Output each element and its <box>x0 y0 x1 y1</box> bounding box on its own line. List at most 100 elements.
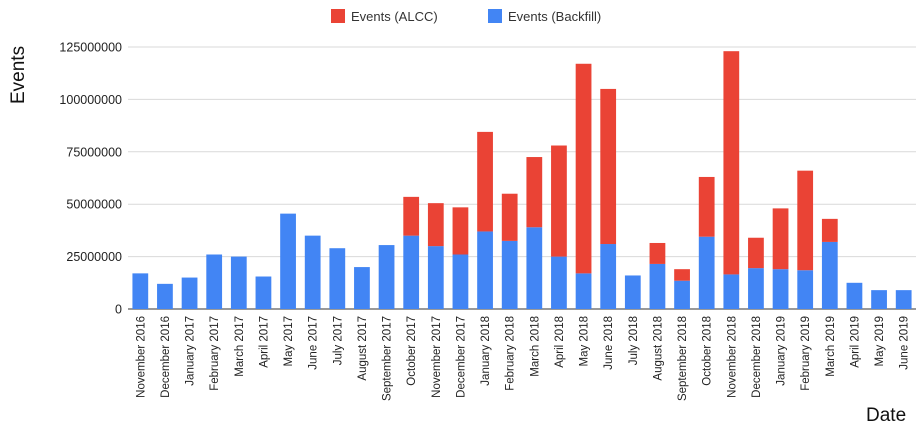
bar-backfill[interactable] <box>649 263 666 309</box>
x-tick-label: June 2018 <box>603 316 615 370</box>
bar-backfill[interactable] <box>378 245 395 309</box>
x-tick-label: June 2017 <box>308 316 320 370</box>
bar-backfill[interactable] <box>452 254 469 309</box>
bar-backfill[interactable] <box>157 283 173 309</box>
bar-alcc[interactable] <box>526 157 543 228</box>
legend-swatch-alcc <box>331 9 345 23</box>
x-tick-label: November 2016 <box>135 316 147 398</box>
x-tick-label: April 2017 <box>258 316 270 368</box>
legend-item-backfill[interactable]: Events (Backfill) <box>488 9 601 24</box>
x-tick-label: April 2019 <box>849 316 861 368</box>
bar-backfill[interactable] <box>280 213 296 309</box>
bar-backfill[interactable] <box>821 241 838 309</box>
bar-alcc[interactable] <box>551 145 567 257</box>
bar-alcc[interactable] <box>698 176 715 237</box>
bar-backfill[interactable] <box>304 235 321 309</box>
bar-alcc[interactable] <box>772 208 789 270</box>
bar-alcc[interactable] <box>600 88 617 245</box>
bar-alcc[interactable] <box>821 218 838 242</box>
y-tick-label: 50000000 <box>66 198 122 212</box>
x-axis-ticks: November 2016 December 2016 January 2017 Fe… <box>135 316 910 401</box>
bar-backfill[interactable] <box>674 280 690 309</box>
bar-backfill[interactable] <box>206 254 223 309</box>
x-tick-label: May 2019 <box>874 316 886 367</box>
x-tick-label: October 2017 <box>406 316 418 386</box>
x-tick-label: May 2018 <box>579 316 591 367</box>
legend: Events (ALCC) Events (Backfill) <box>331 9 601 24</box>
legend-item-alcc[interactable]: Events (ALCC) <box>331 9 438 24</box>
bar-backfill[interactable] <box>748 268 764 309</box>
bar-backfill[interactable] <box>501 240 518 309</box>
bar-backfill[interactable] <box>772 269 789 309</box>
bar-backfill[interactable] <box>230 256 247 309</box>
x-tick-label: February 2018 <box>505 316 517 391</box>
x-tick-label: January 2017 <box>185 316 197 386</box>
bar-backfill[interactable] <box>600 244 617 309</box>
y-tick-label: 0 <box>115 303 122 317</box>
bar-alcc[interactable] <box>723 51 740 275</box>
bar-backfill[interactable] <box>477 231 493 309</box>
x-tick-label: February 2019 <box>800 316 812 391</box>
x-tick-label: November 2018 <box>726 316 738 398</box>
y-tick-label: 100000000 <box>59 93 122 107</box>
x-tick-label: March 2018 <box>529 316 541 377</box>
y-axis-ticks: 0 25000000 50000000 75000000 100000000 125000… <box>59 41 122 317</box>
x-tick-label: November 2017 <box>431 316 443 398</box>
bar-backfill[interactable] <box>427 246 444 309</box>
bar-backfill[interactable] <box>797 270 814 309</box>
bar-backfill[interactable] <box>526 227 543 309</box>
x-tick-label: March 2019 <box>825 316 837 377</box>
bar-alcc[interactable] <box>797 170 814 271</box>
x-tick-label: February 2017 <box>209 316 221 391</box>
legend-swatch-backfill <box>488 9 502 23</box>
x-tick-label: July 2017 <box>332 316 344 365</box>
bars <box>132 51 912 309</box>
legend-label-alcc: Events (ALCC) <box>351 9 438 24</box>
legend-label-backfill: Events (Backfill) <box>508 9 601 24</box>
bar-backfill[interactable] <box>624 275 641 309</box>
x-tick-label: July 2018 <box>628 316 640 365</box>
bar-backfill[interactable] <box>181 277 198 309</box>
x-tick-label: January 2018 <box>480 316 492 386</box>
x-tick-label: December 2018 <box>751 316 763 398</box>
bar-alcc[interactable] <box>452 207 469 255</box>
bar-alcc[interactable] <box>403 196 420 236</box>
bar-backfill[interactable] <box>698 236 715 309</box>
x-axis-title: Date <box>866 405 906 425</box>
bar-backfill[interactable] <box>403 235 420 309</box>
bar-backfill[interactable] <box>329 248 346 309</box>
x-tick-label: June 2019 <box>899 316 911 370</box>
x-tick-label: January 2019 <box>776 316 788 386</box>
x-tick-label: August 2018 <box>652 316 664 381</box>
x-tick-label: December 2017 <box>455 316 467 398</box>
x-tick-label: October 2018 <box>702 316 714 386</box>
x-tick-label: May 2017 <box>283 316 295 367</box>
x-tick-label: September 2017 <box>382 316 394 401</box>
bar-alcc[interactable] <box>674 269 690 281</box>
bar-backfill[interactable] <box>895 290 912 309</box>
y-tick-label: 125000000 <box>59 41 122 55</box>
bar-alcc[interactable] <box>748 237 764 269</box>
x-tick-label: December 2016 <box>160 316 172 398</box>
bar-backfill[interactable] <box>132 273 149 309</box>
x-tick-label: April 2018 <box>554 316 566 368</box>
y-tick-label: 75000000 <box>66 145 122 159</box>
x-tick-label: September 2018 <box>677 316 689 401</box>
bar-backfill[interactable] <box>723 274 740 309</box>
x-tick-label: March 2017 <box>234 316 246 377</box>
bar-backfill[interactable] <box>255 276 272 309</box>
bar-alcc[interactable] <box>501 193 518 241</box>
bar-alcc[interactable] <box>477 131 493 232</box>
bar-backfill[interactable] <box>871 290 887 309</box>
bar-alcc[interactable] <box>575 63 592 274</box>
bar-backfill[interactable] <box>551 256 567 309</box>
bar-alcc[interactable] <box>427 203 444 247</box>
bar-backfill[interactable] <box>354 267 370 309</box>
y-axis-title: Events <box>8 46 29 104</box>
y-tick-label: 25000000 <box>66 250 122 264</box>
bar-backfill[interactable] <box>846 282 863 309</box>
bar-alcc[interactable] <box>649 242 666 264</box>
bar-backfill[interactable] <box>575 273 592 309</box>
x-tick-label: August 2017 <box>357 316 369 381</box>
